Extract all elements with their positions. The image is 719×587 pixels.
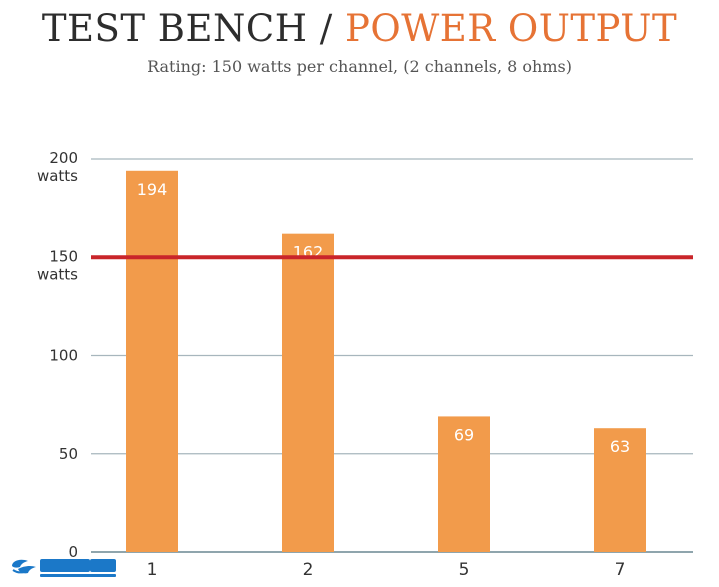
chart-title: TEST BENCH / POWER OUTPUT xyxy=(0,7,719,50)
chart-title-accent: POWER OUTPUT xyxy=(344,7,678,50)
bars xyxy=(126,170,646,553)
bar xyxy=(282,233,334,553)
bar-value-label: 194 xyxy=(137,180,168,199)
x-axis-labels: 1 2 5 7 xyxy=(147,560,626,580)
x-tick-label: 7 xyxy=(615,560,626,580)
bar xyxy=(438,416,490,552)
y-tick-label: 100 xyxy=(49,347,78,365)
y-tick-unit-label: watts xyxy=(37,265,78,283)
bar-value-label: 63 xyxy=(610,437,630,456)
y-tick-label: 50 xyxy=(59,445,78,463)
chart-subtitle: Rating: 150 watts per channel, (2 channe… xyxy=(147,56,572,76)
y-tick-label: 0 xyxy=(68,543,78,561)
chart-title-main: TEST BENCH xyxy=(41,7,308,50)
y-tick-unit-label: watts xyxy=(37,167,78,185)
bar xyxy=(594,428,646,552)
x-tick-label: 1 xyxy=(147,560,158,580)
bar-value-label: 69 xyxy=(454,425,474,444)
bar xyxy=(126,170,178,553)
chart-title-separator: / xyxy=(319,7,333,50)
x-tick-label: 2 xyxy=(303,560,314,580)
jdbbs-logo-watermark xyxy=(12,559,116,577)
y-tick-label: 150 xyxy=(49,247,78,265)
chart-header: TEST BENCH / POWER OUTPUT Rating: 150 wa… xyxy=(0,7,719,76)
x-tick-label: 5 xyxy=(459,560,470,580)
y-tick-label: 200 xyxy=(49,149,78,167)
